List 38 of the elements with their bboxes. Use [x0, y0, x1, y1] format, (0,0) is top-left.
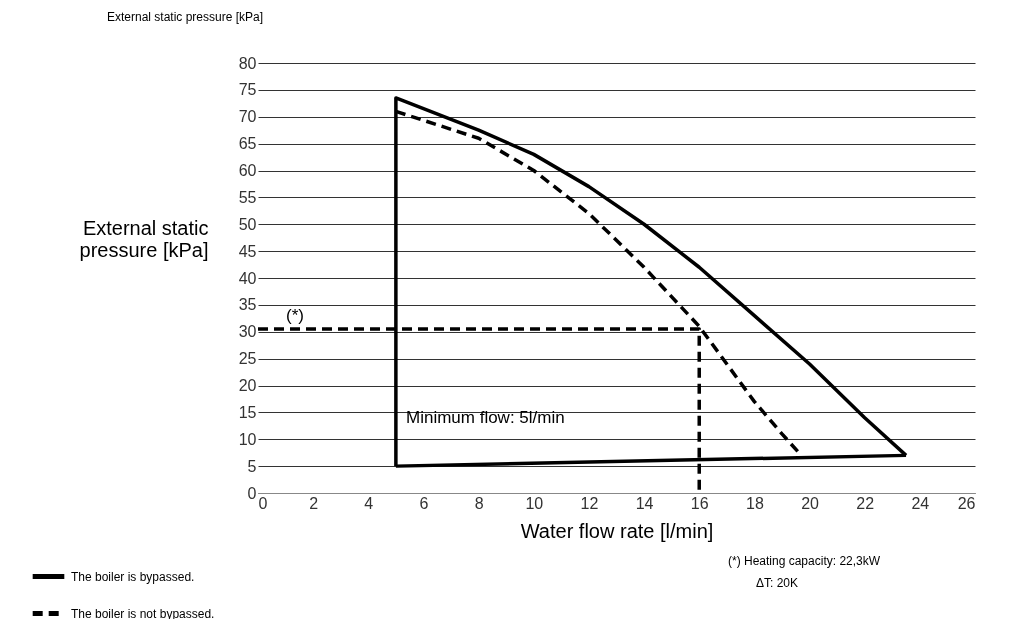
y-tick-label: 15	[238, 403, 257, 421]
y-tick-label: 20	[238, 377, 257, 394]
y-tick-label: 60	[238, 162, 257, 179]
x-tick-label: 16	[690, 494, 709, 512]
x-tick-label: 6	[419, 494, 429, 512]
y-tick-label: 50	[238, 215, 257, 233]
x-tick-label: 2	[309, 494, 319, 512]
y-tick-label: 80	[238, 54, 257, 72]
y-tick-label: 5	[247, 457, 257, 475]
x-tick-label: 14	[635, 494, 654, 512]
y-tick-label: 70	[238, 108, 257, 126]
x-tick-label: 24	[911, 494, 930, 512]
x-tick-label: 4	[364, 494, 374, 512]
text: (*) Heating capacity: 22,3kW	[728, 554, 881, 568]
y-tick-label: 30	[238, 323, 257, 341]
annotation: Minimum flow: 5l/min	[406, 407, 565, 427]
chart-title: External static pressure [kPa]	[107, 10, 264, 24]
x-tick-label: 10	[525, 494, 544, 512]
y-tick-label: 35	[238, 296, 257, 314]
annotation: (*)	[286, 305, 304, 325]
y-tick-label: 25	[238, 350, 257, 368]
y-axis-title: External static pressure [kPa]	[79, 216, 209, 261]
y-tick-label: 10	[238, 430, 257, 448]
x-tick-label: 0	[258, 494, 268, 512]
x-axis-title: Water flow rate [l/min]	[520, 519, 714, 542]
x-tick-label: 18	[745, 494, 764, 512]
y-tick-label: 55	[238, 188, 257, 206]
legend-label: The boiler is bypassed.	[71, 569, 195, 584]
x-tick-label: 8	[474, 494, 484, 512]
x-tick-label: 12	[580, 494, 599, 512]
y-tick-label: 65	[238, 135, 257, 153]
x-tick-label: 26	[957, 494, 976, 512]
x-tick-label: 22	[856, 494, 875, 512]
text: ΔT: 20K	[756, 576, 799, 590]
y-tick-label: 45	[238, 242, 257, 260]
y-tick-label: 75	[238, 81, 257, 99]
y-tick-label: 40	[238, 269, 257, 287]
x-tick-label: 20	[801, 494, 820, 512]
